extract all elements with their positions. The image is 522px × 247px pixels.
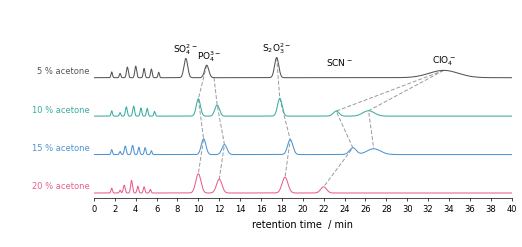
Text: 10 % acetone: 10 % acetone — [32, 105, 90, 115]
Text: SO$_4^{2-}$: SO$_4^{2-}$ — [173, 42, 198, 57]
Text: PO$_4^{3-}$: PO$_4^{3-}$ — [197, 49, 221, 64]
Text: 5 % acetone: 5 % acetone — [37, 67, 90, 76]
X-axis label: retention time  / min: retention time / min — [252, 220, 353, 230]
Text: 15 % acetone: 15 % acetone — [32, 144, 90, 153]
Text: ClO$_4^-$: ClO$_4^-$ — [432, 55, 456, 68]
Text: 20 % acetone: 20 % acetone — [32, 183, 90, 191]
Text: SCN$^-$: SCN$^-$ — [326, 58, 353, 68]
Text: S$_2$O$_3^{2-}$: S$_2$O$_3^{2-}$ — [262, 41, 291, 56]
